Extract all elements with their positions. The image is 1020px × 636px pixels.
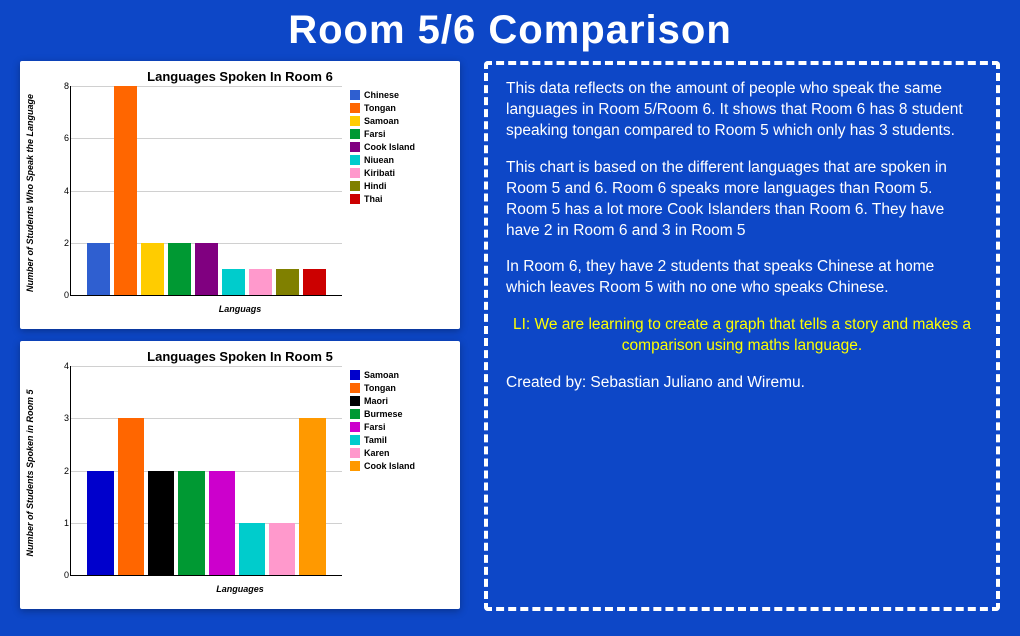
- chart-room5-title: Languages Spoken In Room 5: [30, 349, 450, 364]
- page-title: Room 5/6 Comparison: [0, 0, 1020, 53]
- legend-item: Burmese: [350, 409, 450, 419]
- y-tick: 0: [47, 570, 69, 580]
- legend-label: Burmese: [364, 409, 403, 419]
- legend-swatch: [350, 448, 360, 458]
- y-tick: 8: [47, 81, 69, 91]
- paragraph-3: Room 5 has a lot more Cook Islanders tha…: [506, 200, 978, 242]
- legend-item: Hindi: [350, 181, 450, 191]
- main-layout: Languages Spoken In Room 6 Number of Stu…: [0, 53, 1020, 631]
- chart-room5: Languages Spoken In Room 5 Number of Stu…: [20, 341, 460, 609]
- legend-swatch: [350, 142, 360, 152]
- legend-item: Samoan: [350, 370, 450, 380]
- paragraph-2: This chart is based on the different lan…: [506, 158, 978, 200]
- bar: [141, 243, 164, 295]
- chart-room6-legend: Chinese Tongan Samoan Farsi Cook Island Niuea…: [350, 86, 450, 300]
- legend-item: Kiribati: [350, 168, 450, 178]
- legend-label: Karen: [364, 448, 390, 458]
- legend-item: Karen: [350, 448, 450, 458]
- bar: [148, 471, 174, 576]
- legend-item: Samoan: [350, 116, 450, 126]
- paragraph-4: In Room 6, they have 2 students that spe…: [506, 257, 978, 299]
- legend-label: Tamil: [364, 435, 387, 445]
- legend-label: Tongan: [364, 383, 396, 393]
- legend-swatch: [350, 103, 360, 113]
- legend-item: Maori: [350, 396, 450, 406]
- bar: [114, 86, 137, 295]
- legend-label: Cook Island: [364, 142, 415, 152]
- legend-swatch: [350, 370, 360, 380]
- legend-swatch: [350, 422, 360, 432]
- legend-label: Thai: [364, 194, 383, 204]
- bar: [303, 269, 326, 295]
- bar: [178, 471, 204, 576]
- chart-room5-xlabel: Languages: [30, 584, 450, 594]
- legend-swatch: [350, 90, 360, 100]
- legend-item: Tongan: [350, 103, 450, 113]
- chart-room5-legend: Samoan Tongan Maori Burmese Farsi Tamil Karen C…: [350, 366, 450, 580]
- credits: Created by: Sebastian Juliano and Wiremu…: [506, 373, 978, 394]
- legend-swatch: [350, 409, 360, 419]
- legend-item: Thai: [350, 194, 450, 204]
- chart-room6: Languages Spoken In Room 6 Number of Stu…: [20, 61, 460, 329]
- y-tick: 2: [47, 466, 69, 476]
- bar: [269, 523, 295, 575]
- legend-swatch: [350, 181, 360, 191]
- legend-swatch: [350, 383, 360, 393]
- bar: [118, 418, 144, 575]
- legend-label: Tongan: [364, 103, 396, 113]
- chart-room5-plot: 01234: [70, 366, 342, 576]
- legend-item: Niuean: [350, 155, 450, 165]
- charts-column: Languages Spoken In Room 6 Number of Stu…: [20, 61, 460, 611]
- legend-swatch: [350, 461, 360, 471]
- legend-label: Farsi: [364, 422, 386, 432]
- legend-item: Tamil: [350, 435, 450, 445]
- legend-label: Hindi: [364, 181, 387, 191]
- bar: [209, 471, 235, 576]
- bar: [168, 243, 191, 295]
- bar: [222, 269, 245, 295]
- legend-swatch: [350, 129, 360, 139]
- y-tick: 1: [47, 518, 69, 528]
- legend-swatch: [350, 116, 360, 126]
- bar: [249, 269, 272, 295]
- legend-label: Chinese: [364, 90, 399, 100]
- legend-swatch: [350, 396, 360, 406]
- legend-label: Samoan: [364, 116, 399, 126]
- y-tick: 6: [47, 133, 69, 143]
- bar: [87, 471, 113, 576]
- legend-item: Cook Island: [350, 142, 450, 152]
- legend-item: Farsi: [350, 422, 450, 432]
- y-tick: 3: [47, 413, 69, 423]
- bar: [195, 243, 218, 295]
- y-tick: 4: [47, 361, 69, 371]
- legend-label: Maori: [364, 396, 388, 406]
- legend-swatch: [350, 194, 360, 204]
- legend-item: Tongan: [350, 383, 450, 393]
- bar: [299, 418, 325, 575]
- chart-room6-xlabel: Languags: [30, 304, 450, 314]
- paragraph-1: This data reflects on the amount of peop…: [506, 79, 978, 142]
- chart-room6-title: Languages Spoken In Room 6: [30, 69, 450, 84]
- text-panel: This data reflects on the amount of peop…: [484, 61, 1000, 611]
- legend-item: Farsi: [350, 129, 450, 139]
- legend-label: Kiribati: [364, 168, 395, 178]
- legend-label: Samoan: [364, 370, 399, 380]
- learning-intention: LI: We are learning to create a graph th…: [506, 315, 978, 357]
- chart-room6-plot: 02468: [70, 86, 342, 296]
- y-tick: 4: [47, 186, 69, 196]
- y-tick: 0: [47, 290, 69, 300]
- legend-item: Chinese: [350, 90, 450, 100]
- legend-label: Niuean: [364, 155, 394, 165]
- legend-swatch: [350, 168, 360, 178]
- legend-swatch: [350, 435, 360, 445]
- bar: [276, 269, 299, 295]
- legend-label: Farsi: [364, 129, 386, 139]
- bar: [239, 523, 265, 575]
- legend-swatch: [350, 155, 360, 165]
- legend-label: Cook Island: [364, 461, 415, 471]
- bar: [87, 243, 110, 295]
- y-tick: 2: [47, 238, 69, 248]
- legend-item: Cook Island: [350, 461, 450, 471]
